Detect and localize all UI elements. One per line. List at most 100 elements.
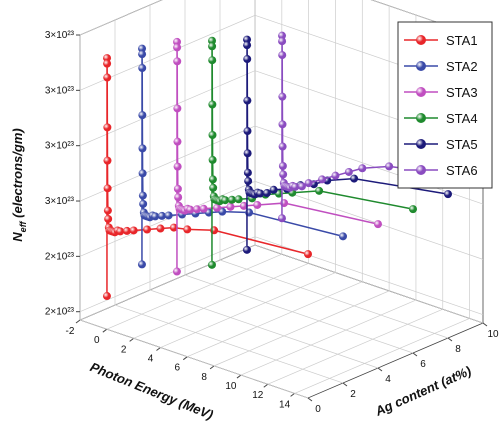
data-point xyxy=(385,162,394,171)
data-point xyxy=(278,142,287,151)
data-point xyxy=(138,191,147,200)
data-point xyxy=(156,224,165,233)
data-point xyxy=(277,214,286,223)
legend-label: STA2 xyxy=(446,59,478,74)
x-tick-label: 2 xyxy=(121,344,127,355)
data-point xyxy=(221,196,230,205)
y-tick xyxy=(482,322,488,327)
data-point xyxy=(278,161,287,170)
x-tick-label: 0 xyxy=(94,335,100,346)
data-point xyxy=(315,186,324,195)
data-point xyxy=(138,64,147,73)
data-point xyxy=(208,155,217,164)
z-tick-label: 3×10²³ xyxy=(45,141,75,152)
y-tick xyxy=(377,367,383,372)
data-point xyxy=(103,123,112,132)
data-point xyxy=(226,202,235,211)
data-point xyxy=(103,206,112,215)
y-tick xyxy=(412,352,418,357)
data-point xyxy=(173,57,182,66)
y-tick-label: 6 xyxy=(420,359,426,370)
y-tick-label: 8 xyxy=(455,344,461,355)
y-tick xyxy=(342,382,348,387)
data-point xyxy=(104,214,113,223)
data-point xyxy=(409,205,417,214)
x-tick xyxy=(290,393,295,397)
legend-label: STA4 xyxy=(446,111,478,126)
grid-line xyxy=(240,299,417,376)
grid-line xyxy=(254,244,484,324)
data-point xyxy=(297,182,306,191)
x-tick xyxy=(75,319,81,324)
data-point xyxy=(122,226,131,235)
grid-line xyxy=(184,274,414,354)
z-title-main: N xyxy=(10,232,25,242)
data-point xyxy=(173,184,182,193)
data-point xyxy=(173,43,182,52)
legend-marker xyxy=(416,61,426,71)
data-point xyxy=(151,212,160,221)
legend-marker xyxy=(416,139,426,149)
x-tick xyxy=(182,356,188,361)
data-point xyxy=(243,55,252,64)
data-point xyxy=(164,211,173,220)
data-point xyxy=(344,167,353,176)
data-point xyxy=(192,205,201,214)
grid-line xyxy=(219,259,449,339)
z-tick-label: 2×10²³ xyxy=(45,307,75,318)
z-axis-title: Neff (electrons/gm) xyxy=(10,128,28,241)
data-point xyxy=(278,37,287,46)
data-point xyxy=(173,162,182,171)
data-point xyxy=(173,37,182,46)
data-point xyxy=(350,174,359,183)
data-point xyxy=(278,51,287,60)
x-tick xyxy=(102,328,108,333)
data-point xyxy=(243,35,252,44)
x-tick-label: -2 xyxy=(66,326,75,337)
data-point xyxy=(208,100,217,109)
z-title-sub: eff xyxy=(18,220,28,232)
x-tick xyxy=(129,337,134,342)
data-point xyxy=(208,56,217,65)
data-point xyxy=(374,220,382,229)
x-tick xyxy=(263,383,269,388)
grid-line xyxy=(149,289,379,369)
data-point xyxy=(173,104,182,113)
legend-marker xyxy=(416,87,426,97)
grid-line xyxy=(106,253,282,330)
data-point xyxy=(208,42,217,51)
legend-label: STA1 xyxy=(446,33,478,48)
data-point xyxy=(103,73,112,82)
data-point xyxy=(331,171,340,180)
data-point xyxy=(262,189,271,198)
y-tick-label: 10 xyxy=(487,329,499,340)
grid-line xyxy=(79,319,309,399)
legend-marker xyxy=(416,35,426,45)
data-point xyxy=(339,232,347,241)
data-point xyxy=(304,250,312,259)
data-point xyxy=(243,168,252,177)
data-point xyxy=(253,200,262,209)
legend-marker xyxy=(416,113,426,123)
data-point xyxy=(129,226,138,235)
legend-box xyxy=(397,21,493,189)
legend-label: STA5 xyxy=(446,137,478,152)
x-tick-label: 6 xyxy=(175,363,181,374)
x-tick-label: 12 xyxy=(252,390,264,401)
data-point xyxy=(278,31,287,40)
grid-line xyxy=(294,318,470,394)
z-tick-label: 2×10²³ xyxy=(45,251,75,262)
data-point xyxy=(138,144,147,153)
grid-line xyxy=(160,272,336,348)
data-point xyxy=(137,260,146,269)
grid-line xyxy=(79,70,256,147)
data-point xyxy=(239,201,248,210)
legend: STA1 STA2 STA3 STA4 STA5 STA6 xyxy=(397,21,493,189)
plot-area xyxy=(102,31,487,301)
data-point xyxy=(304,179,313,188)
data-point xyxy=(243,96,252,105)
data-point xyxy=(207,260,216,269)
x-tick xyxy=(236,374,242,379)
data-point xyxy=(291,182,300,191)
